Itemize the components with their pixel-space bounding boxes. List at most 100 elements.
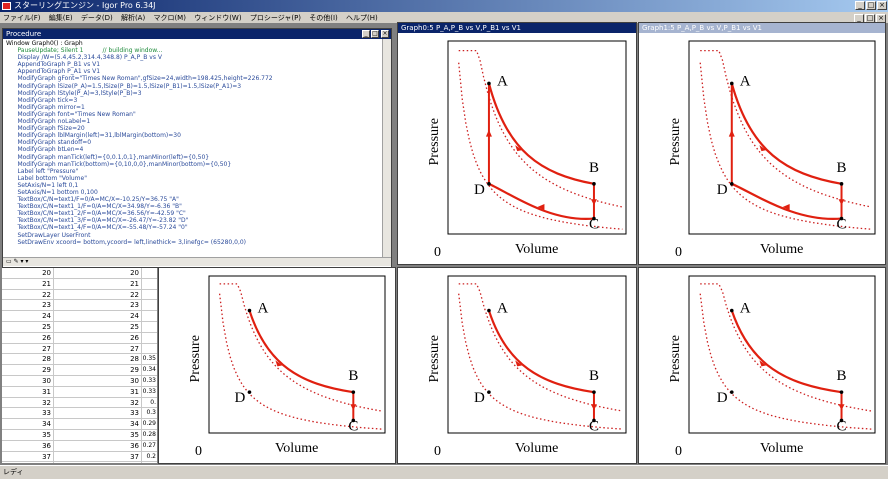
table-cell[interactable]: 25 (2, 321, 54, 332)
graph-window-4[interactable]: A B C D Volume 0 Pressure (638, 267, 886, 464)
table-cell[interactable]: 0. (150, 398, 156, 406)
menu-edit[interactable]: 編集(E) (48, 14, 73, 22)
table-cell[interactable] (142, 290, 157, 300)
table-row[interactable]: 28 28 0.35 (2, 354, 157, 366)
close-button[interactable]: × (877, 1, 887, 10)
table-cell[interactable]: 26 (2, 332, 54, 343)
table-cell[interactable]: 31 (54, 386, 142, 397)
table-row[interactable]: 25 25 (2, 321, 157, 333)
table-cell[interactable]: 37 (54, 451, 142, 462)
table-cell[interactable]: 38 (54, 462, 142, 463)
table-cell[interactable]: 28 (54, 354, 142, 365)
table-cell[interactable]: 0.3 (146, 409, 156, 417)
menu-windows[interactable]: ウィンドウ(W) (194, 14, 242, 22)
table-row[interactable]: 27 27 (2, 343, 157, 355)
menu-misc[interactable]: その他(I) (309, 14, 338, 22)
table-row[interactable]: 24 24 (2, 311, 157, 322)
table-row[interactable]: 29 29 0.34 (2, 365, 157, 376)
menu-help[interactable]: ヘルプ(H) (346, 14, 378, 22)
procedure-maximize-button[interactable]: □ (371, 30, 379, 38)
table-cell[interactable]: 30 (2, 375, 54, 386)
table-cell[interactable]: 36 (2, 440, 54, 451)
table-row[interactable]: 22 22 (2, 289, 157, 301)
graph-window-3[interactable]: A B C D Volume 0 Pressure (397, 267, 637, 464)
procedure-minimize-button[interactable]: _ (362, 30, 370, 38)
table-row[interactable]: 30 30 0.33 (2, 375, 157, 387)
graph-window-0[interactable]: Graph0:5 P_A,P_B vs V,P_B1 vs V1 A B C D Vol… (397, 22, 637, 265)
minimize-button[interactable]: _ (855, 1, 865, 10)
table-cell[interactable] (142, 322, 157, 332)
table-row[interactable]: 36 36 0.27 (2, 440, 157, 452)
table-cell[interactable]: 31 (2, 386, 54, 397)
table-cell[interactable] (142, 311, 157, 321)
table-row[interactable]: 21 21 (2, 278, 157, 290)
procedure-code[interactable]: Window Graph0() : Graph PauseUpdate; Sil… (6, 40, 383, 267)
table-cell[interactable]: 32 (2, 397, 54, 408)
table-cell[interactable]: 35 (2, 429, 54, 440)
table-row[interactable]: 32 32 0. (2, 397, 157, 409)
table-cell[interactable]: 20 (2, 268, 54, 278)
table-cell[interactable]: 27 (54, 343, 142, 354)
menu-procedure[interactable]: プロシージャ(P) (249, 14, 302, 22)
table-row[interactable]: 38380.26 (2, 462, 157, 463)
table-cell[interactable]: 23 (54, 300, 142, 311)
data-table[interactable]: 20 20 21 21 22 22 23 23 24 24 25 25 26 26 27 27 28 28 0.35… (2, 268, 157, 463)
table-cell[interactable]: 0.28 (142, 430, 156, 438)
table-cell[interactable] (142, 333, 157, 343)
table-cell[interactable]: 22 (54, 289, 142, 300)
table-cell[interactable]: 0.26 (142, 462, 157, 463)
table-cell[interactable]: 0.33 (142, 387, 156, 395)
table-cell[interactable]: 0.27 (142, 441, 156, 449)
table-cell[interactable]: 21 (2, 278, 54, 289)
table-row[interactable]: 37 37 0.2 (2, 451, 157, 463)
table-cell[interactable] (142, 268, 157, 278)
table-cell[interactable]: 35 (54, 429, 142, 440)
table-cell[interactable]: 0.33 (142, 376, 156, 384)
table-cell[interactable] (142, 344, 157, 354)
table-cell[interactable]: 37 (2, 451, 54, 462)
table-cell[interactable]: 33 (54, 408, 142, 419)
menu-data[interactable]: データ(D) (80, 14, 113, 22)
table-cell[interactable]: 22 (2, 289, 54, 300)
graph-window-1[interactable]: Graph1:5 P_A,P_B vs V,P_B1 vs V1 A B C D Vol… (638, 22, 886, 265)
table-cell[interactable]: 32 (54, 397, 142, 408)
table-cell[interactable]: 28 (2, 354, 54, 365)
table-cell[interactable]: 36 (54, 440, 142, 451)
menu-analysis[interactable]: 解析(A) (120, 14, 146, 22)
table-cell[interactable]: 29 (2, 365, 54, 375)
table-cell[interactable]: 33 (2, 408, 54, 419)
table-cell[interactable]: 26 (54, 332, 142, 343)
table-cell[interactable]: 34 (2, 419, 54, 429)
table-cell[interactable]: 24 (54, 311, 142, 321)
table-cell[interactable] (142, 300, 157, 310)
table-cell[interactable]: 0.34 (142, 366, 156, 374)
table-cell[interactable]: 0.2 (146, 452, 156, 460)
table-cell[interactable]: 30 (54, 375, 142, 386)
procedure-close-button[interactable]: × (381, 30, 389, 38)
table-row[interactable]: 31 31 0.33 (2, 386, 157, 398)
table-row[interactable]: 33 33 0.3 (2, 408, 157, 420)
table-cell[interactable]: 34 (54, 419, 142, 429)
procedure-vertical-scrollbar[interactable] (382, 39, 391, 257)
table-cell[interactable]: 0.29 (142, 420, 156, 428)
graph-window-2[interactable]: A B C D Volume 0 Pressure (158, 267, 396, 464)
table-row[interactable]: 34 34 0.29 (2, 419, 157, 430)
table-row[interactable]: 26 26 (2, 332, 157, 344)
table-cell[interactable]: 38 (2, 462, 54, 463)
table-cell[interactable]: 24 (2, 311, 54, 321)
table-cell[interactable]: 29 (54, 365, 142, 375)
table-cell[interactable]: 20 (54, 268, 142, 278)
table-row[interactable]: 20 20 (2, 268, 157, 279)
table-cell[interactable]: 0.35 (142, 355, 156, 363)
menu-file[interactable]: ファイル(F) (3, 14, 41, 22)
table-cell[interactable]: 21 (54, 278, 142, 289)
maximize-button[interactable]: □ (866, 1, 876, 10)
table-cell[interactable]: 23 (2, 300, 54, 311)
table-cell[interactable]: 27 (2, 343, 54, 354)
table-row[interactable]: 35 35 0.28 (2, 429, 157, 441)
menu-macros[interactable]: マクロ(M) (153, 14, 186, 22)
table-row[interactable]: 23 23 (2, 300, 157, 312)
table-cell[interactable]: 25 (54, 321, 142, 332)
table-cell[interactable] (142, 279, 157, 289)
procedure-toolbar-icons[interactable]: ▭ ✎ ▾ ▾ (6, 258, 29, 265)
